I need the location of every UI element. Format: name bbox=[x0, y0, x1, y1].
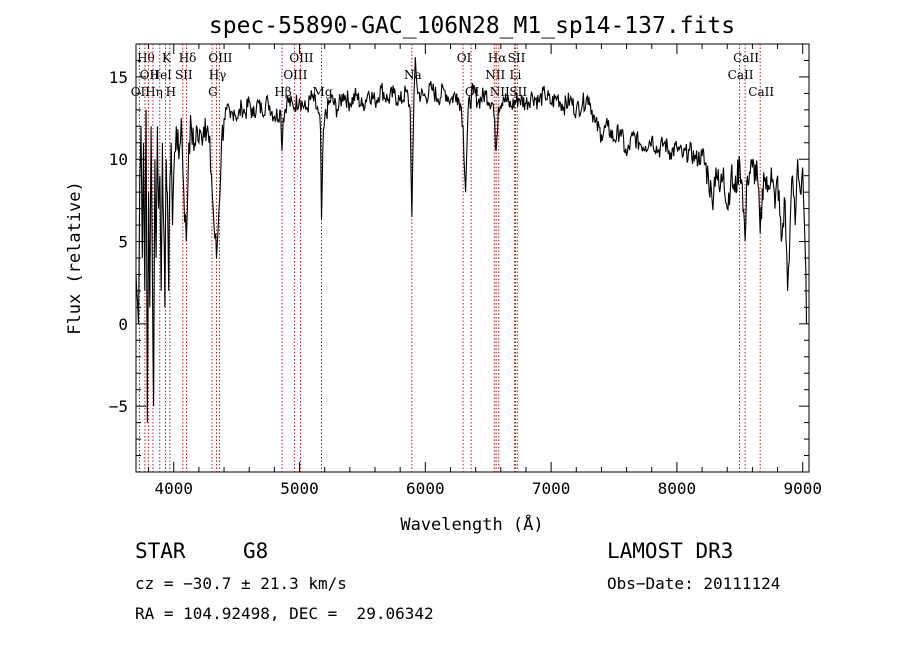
y-tick-label: 15 bbox=[109, 68, 128, 87]
x-tick-label: 8000 bbox=[658, 479, 697, 498]
marker-label-caii: CaII bbox=[748, 85, 774, 99]
marker-label-nii: NII bbox=[490, 85, 510, 99]
object-subclass: G8 bbox=[243, 539, 269, 563]
x-tick-label: 7000 bbox=[532, 479, 571, 498]
x-tick-label: 9000 bbox=[783, 479, 822, 498]
x-axis-label: Wavelength (Å) bbox=[400, 513, 543, 535]
marker-label-sii: SII bbox=[508, 51, 526, 65]
y-tick-label: 10 bbox=[109, 150, 128, 169]
marker-label-sii: SII bbox=[175, 68, 193, 82]
marker-label-sii: SII bbox=[509, 85, 527, 99]
spectral-line-markers: OIIHθOIIHηHeIKHSIIHδGHγOIIIHβOIIIOIIIMgN… bbox=[131, 44, 774, 472]
redshift-velocity: cz = −30.7 ± 21.3 km/s bbox=[135, 574, 347, 593]
marker-label-caii: CaII bbox=[728, 68, 754, 82]
marker-label-oii: OII bbox=[131, 85, 151, 99]
marker-label-hα: Hα bbox=[488, 51, 507, 65]
marker-label-oiii: OIII bbox=[283, 68, 307, 82]
coordinates: RA = 104.92498, DEC = 29.06342 bbox=[135, 604, 434, 623]
marker-label-h: H bbox=[166, 85, 176, 99]
marker-label-li: Li bbox=[509, 68, 521, 82]
survey-name: LAMOST DR3 bbox=[607, 539, 734, 563]
plot-frame bbox=[135, 43, 810, 473]
marker-label-hei: HeI bbox=[150, 68, 173, 82]
marker-label-g: G bbox=[208, 85, 218, 99]
chart-title: spec-55890-GAC_106N28_M1_sp14-137.fits bbox=[209, 13, 735, 39]
flux-series-line bbox=[135, 57, 808, 423]
marker-label-hβ: Hβ bbox=[274, 85, 291, 99]
marker-label-oi: OI bbox=[457, 51, 472, 65]
y-tick-label: 0 bbox=[118, 315, 128, 334]
x-tick-label: 4000 bbox=[154, 479, 193, 498]
marker-label-hδ: Hδ bbox=[179, 51, 197, 65]
y-tick-label: 5 bbox=[118, 233, 128, 252]
marker-label-mg: Mg bbox=[313, 85, 333, 99]
marker-label-oiii: OIII bbox=[208, 51, 232, 65]
marker-label-k: K bbox=[162, 51, 172, 65]
marker-label-caii: CaII bbox=[733, 51, 759, 65]
object-class: STAR bbox=[135, 539, 186, 563]
marker-label-hθ: Hθ bbox=[137, 51, 155, 65]
marker-label-hγ: Hγ bbox=[209, 68, 227, 82]
marker-label-oiii: OIII bbox=[289, 51, 313, 65]
marker-label-nii: NII bbox=[485, 68, 505, 82]
x-tick-label: 5000 bbox=[280, 479, 319, 498]
x-tick-label: 6000 bbox=[406, 479, 445, 498]
axis-ticks: 4000 5000 6000 7000 8000 9000 −5 0 5 10 15 bbox=[109, 43, 822, 498]
y-axis-label: Flux (relative) bbox=[65, 181, 85, 335]
observation-date: Obs−Date: 20111124 bbox=[607, 574, 781, 593]
marker-label-na: Na bbox=[404, 68, 422, 82]
marker-label-oii: OII bbox=[140, 68, 160, 82]
y-tick-label: −5 bbox=[109, 397, 128, 416]
marker-label-hη: Hη bbox=[145, 85, 163, 99]
